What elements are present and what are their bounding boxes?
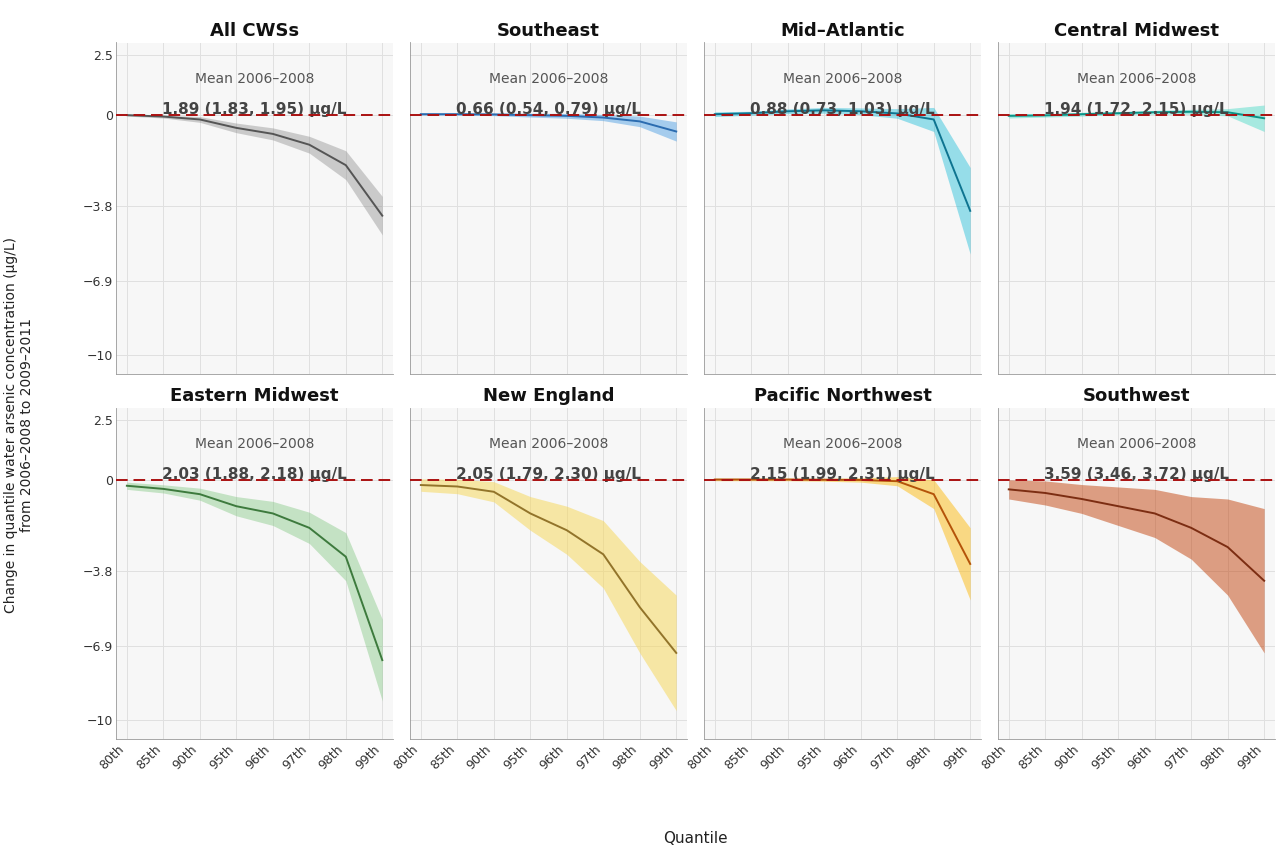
- Text: 1.89 (1.83, 1.95) μg/L: 1.89 (1.83, 1.95) μg/L: [162, 102, 346, 117]
- Text: 1.94 (1.72, 2.15) μg/L: 1.94 (1.72, 2.15) μg/L: [1045, 102, 1229, 117]
- Text: Mean 2006–2008: Mean 2006–2008: [489, 72, 608, 87]
- Text: Mean 2006–2008: Mean 2006–2008: [489, 438, 608, 451]
- Text: Mean 2006–2008: Mean 2006–2008: [1077, 72, 1197, 87]
- Text: Mean 2006–2008: Mean 2006–2008: [194, 72, 314, 87]
- Text: 3.59 (3.46, 3.72) μg/L: 3.59 (3.46, 3.72) μg/L: [1045, 468, 1229, 482]
- Title: Central Midwest: Central Midwest: [1054, 21, 1218, 40]
- Text: 2.03 (1.88, 2.18) μg/L: 2.03 (1.88, 2.18) μg/L: [162, 468, 346, 482]
- Title: Eastern Midwest: Eastern Midwest: [170, 387, 339, 405]
- Text: 2.15 (1.99, 2.31) μg/L: 2.15 (1.99, 2.31) μg/L: [750, 468, 935, 482]
- Text: Mean 2006–2008: Mean 2006–2008: [194, 438, 314, 451]
- Title: Pacific Northwest: Pacific Northwest: [753, 387, 931, 405]
- Text: Mean 2006–2008: Mean 2006–2008: [1077, 438, 1197, 451]
- Text: Change in quantile water arsenic concentration (μg/L)
from 2006–2008 to 2009–201: Change in quantile water arsenic concent…: [4, 237, 35, 613]
- Title: Southwest: Southwest: [1083, 387, 1190, 405]
- Text: 0.66 (0.54, 0.79) μg/L: 0.66 (0.54, 0.79) μg/L: [456, 102, 641, 117]
- Text: 2.05 (1.79, 2.30) μg/L: 2.05 (1.79, 2.30) μg/L: [456, 468, 641, 482]
- Text: Mean 2006–2008: Mean 2006–2008: [783, 438, 902, 451]
- Title: All CWSs: All CWSs: [210, 21, 299, 40]
- Title: New England: New England: [483, 387, 614, 405]
- Text: 0.88 (0.73, 1.03) μg/L: 0.88 (0.73, 1.03) μg/L: [750, 102, 935, 117]
- Title: Southeast: Southeast: [497, 21, 600, 40]
- Text: Mean 2006–2008: Mean 2006–2008: [783, 72, 902, 87]
- Title: Mid–Atlantic: Mid–Atlantic: [781, 21, 904, 40]
- Text: Quantile: Quantile: [663, 830, 728, 846]
